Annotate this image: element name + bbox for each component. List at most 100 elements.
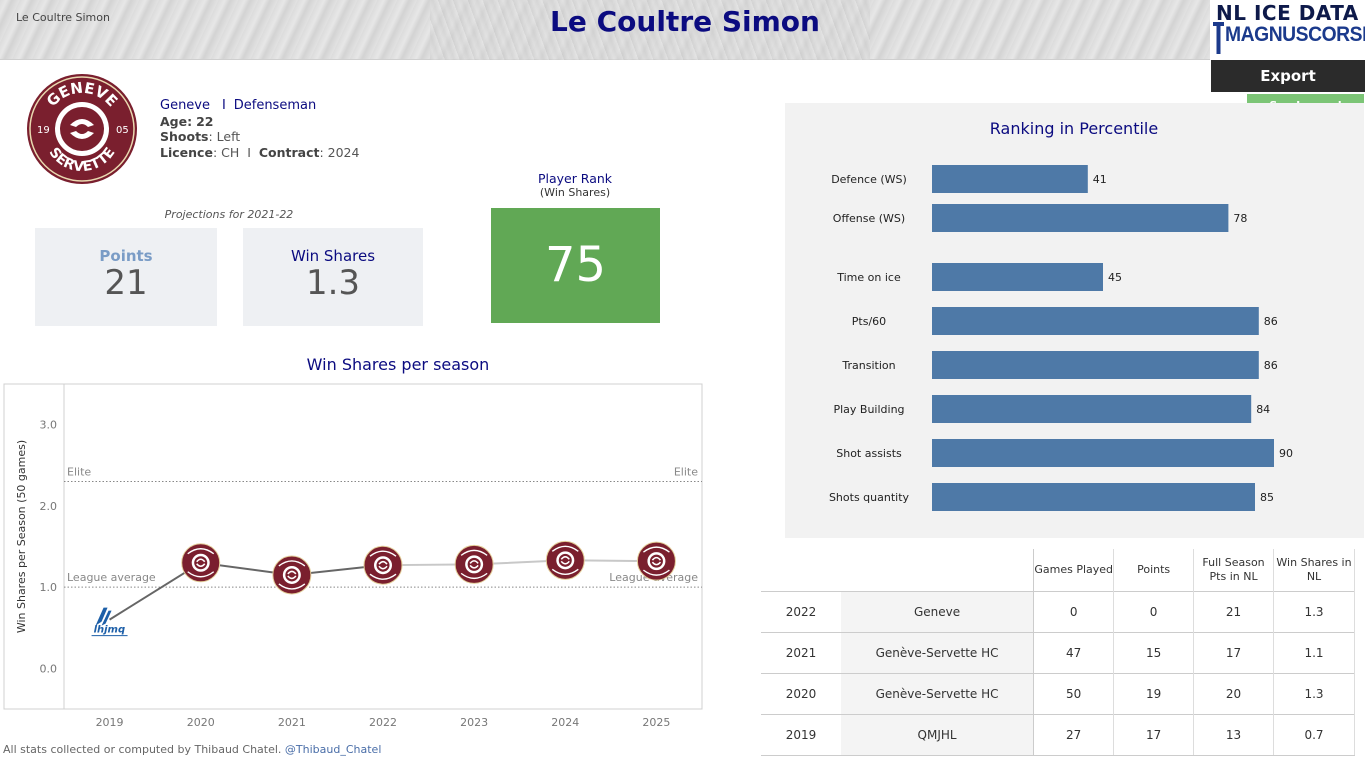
percentile-bar xyxy=(932,439,1274,467)
points-card: Points 21 xyxy=(35,228,217,326)
stats-header-row: Games Played Points Full Season Pts in N… xyxy=(761,549,1355,591)
table-row: 2021 Genève-Servette HC 47 15 17 1.1 xyxy=(761,631,1355,673)
export-button[interactable]: Export xyxy=(1211,60,1365,92)
banner-small-title: Le Coultre Simon xyxy=(16,11,110,24)
cell-team: Geneve xyxy=(840,590,1034,632)
cell-year: 2020 xyxy=(761,672,841,714)
ws-data-point xyxy=(363,545,403,585)
ws-data-point xyxy=(636,541,676,581)
ws-reference-label-left: Elite xyxy=(67,466,91,479)
ws-data-point xyxy=(181,543,221,583)
geneve-badge-icon xyxy=(181,543,221,583)
percentile-category-label: Time on ice xyxy=(836,271,901,284)
cell-year: 2021 xyxy=(761,631,841,673)
percentile-category-label: Defence (WS) xyxy=(831,173,907,186)
ws-reference-label-left: League average xyxy=(67,571,156,584)
percentile-panel: Ranking in Percentile Defence (WS) 41 Offen… xyxy=(785,103,1364,538)
percentile-value-label: 84 xyxy=(1256,403,1270,416)
contract-value: : 2024 xyxy=(319,144,360,160)
percentile-value-label: 86 xyxy=(1264,359,1278,372)
age-label: Age: xyxy=(160,113,193,129)
percentile-value-label: 41 xyxy=(1093,173,1107,186)
percentile-bar xyxy=(932,351,1259,379)
stats-table: Games Played Points Full Season Pts in N… xyxy=(761,549,1355,756)
banner-texture xyxy=(430,0,870,60)
player-info: Geneve I Defenseman Age: 22 Shoots: Left… xyxy=(160,97,359,160)
percentile-bar xyxy=(932,263,1103,291)
ws-data-point: lhjmq xyxy=(91,607,128,637)
ws-series-line xyxy=(109,561,384,621)
ws-plot-frame xyxy=(3,383,703,710)
licence-separator: I xyxy=(247,144,251,160)
ws-x-tick-label: 2019 xyxy=(96,716,124,729)
percentile-category-label: Shots quantity xyxy=(829,491,910,504)
geneve-badge-icon xyxy=(545,540,585,580)
projections-label: Projections for 2021-22 xyxy=(164,208,294,221)
ws-x-tick-label: 2020 xyxy=(187,716,215,729)
header-year xyxy=(761,549,841,591)
licence-label: Licence xyxy=(160,144,213,160)
logo-line2: MAGNUSCORSI xyxy=(1225,23,1365,46)
percentile-bar xyxy=(932,307,1259,335)
shoots-label: Shoots xyxy=(160,129,209,144)
player-age-line: Age: 22 xyxy=(160,114,359,130)
cell-win-shares: 1.1 xyxy=(1273,631,1355,673)
percentile-chart-title: Ranking in Percentile xyxy=(990,119,1158,138)
age-value: 22 xyxy=(196,113,214,129)
ws-y-axis-label: Win Shares per Season (50 games) xyxy=(15,440,28,633)
player-shoots-line: Shoots: Left xyxy=(160,129,359,145)
table-row: 2022 Geneve 0 0 21 1.3 xyxy=(761,590,1355,632)
footer-twitter-link[interactable]: @Thibaud_Chatel xyxy=(284,743,382,756)
percentile-category-label: Shot assists xyxy=(836,447,902,460)
shoots-value: : Left xyxy=(208,129,241,144)
percentile-category-label: Offense (WS) xyxy=(833,212,905,225)
qmjhl-logo-icon: lhjmq xyxy=(91,607,128,637)
ws-y-tick-label: 0.0 xyxy=(40,662,58,675)
ws-data-point xyxy=(454,544,494,584)
percentile-chart: Ranking in Percentile Defence (WS) 41 Offen… xyxy=(829,119,1293,511)
percentile-value-label: 45 xyxy=(1108,271,1122,284)
player-separator: I xyxy=(221,98,226,113)
page-title: Le Coultre Simon xyxy=(550,5,820,38)
ws-x-tick-label: 2025 xyxy=(642,716,670,729)
cell-points: 0 xyxy=(1113,590,1194,632)
geneve-badge-icon xyxy=(454,544,494,584)
geneve-badge-icon xyxy=(636,541,676,581)
ws-reference-label-right: Elite xyxy=(674,466,698,479)
cell-games-played: 47 xyxy=(1033,631,1114,673)
percentile-bar xyxy=(932,204,1229,232)
player-rank-title: Player Rank xyxy=(537,171,613,186)
table-row: 2020 Genève-Servette HC 50 19 20 1.3 xyxy=(761,672,1355,714)
cell-points: 17 xyxy=(1113,713,1194,756)
cell-team: Genève-Servette HC xyxy=(840,631,1034,673)
player-team: Geneve xyxy=(160,98,211,113)
ws-data-point xyxy=(272,555,312,595)
cell-year: 2019 xyxy=(761,713,841,756)
percentile-value-label: 85 xyxy=(1260,491,1274,504)
ws-x-tick-label: 2021 xyxy=(278,716,306,729)
ws-x-tick-label: 2023 xyxy=(460,716,488,729)
cell-win-shares: 0.7 xyxy=(1273,713,1355,756)
percentile-value-label: 86 xyxy=(1264,315,1278,328)
points-label: Points xyxy=(99,247,153,265)
percentile-category-label: Pts/60 xyxy=(852,315,886,328)
ws-y-tick-label: 2.0 xyxy=(40,500,58,513)
licence-value: : CH xyxy=(212,144,240,160)
header-points: Points xyxy=(1113,549,1194,591)
header-team xyxy=(841,549,1034,591)
percentile-category-label: Play Building xyxy=(833,403,904,416)
player-rank-value: 75 xyxy=(491,208,660,323)
cell-games-played: 27 xyxy=(1033,713,1114,756)
percentile-bar xyxy=(932,483,1255,511)
header-banner xyxy=(0,0,1210,60)
percentile-value-label: 90 xyxy=(1279,447,1293,460)
cell-games-played: 0 xyxy=(1033,590,1114,632)
win-shares-chart: 0.0 1.0 2.0 3.0 2019 2020 2021 2022 2023 2024 2025… xyxy=(3,383,703,729)
ws-y-tick-label: 1.0 xyxy=(40,581,58,594)
points-value: 21 xyxy=(104,263,148,303)
win-shares-value: 1.3 xyxy=(305,263,361,303)
cell-full-season-pts: 21 xyxy=(1193,590,1274,632)
ws-chart-title: Win Shares per season xyxy=(306,355,490,374)
cell-year: 2022 xyxy=(761,590,841,632)
header-full-season-pts: Full Season Pts in NL xyxy=(1193,549,1274,591)
